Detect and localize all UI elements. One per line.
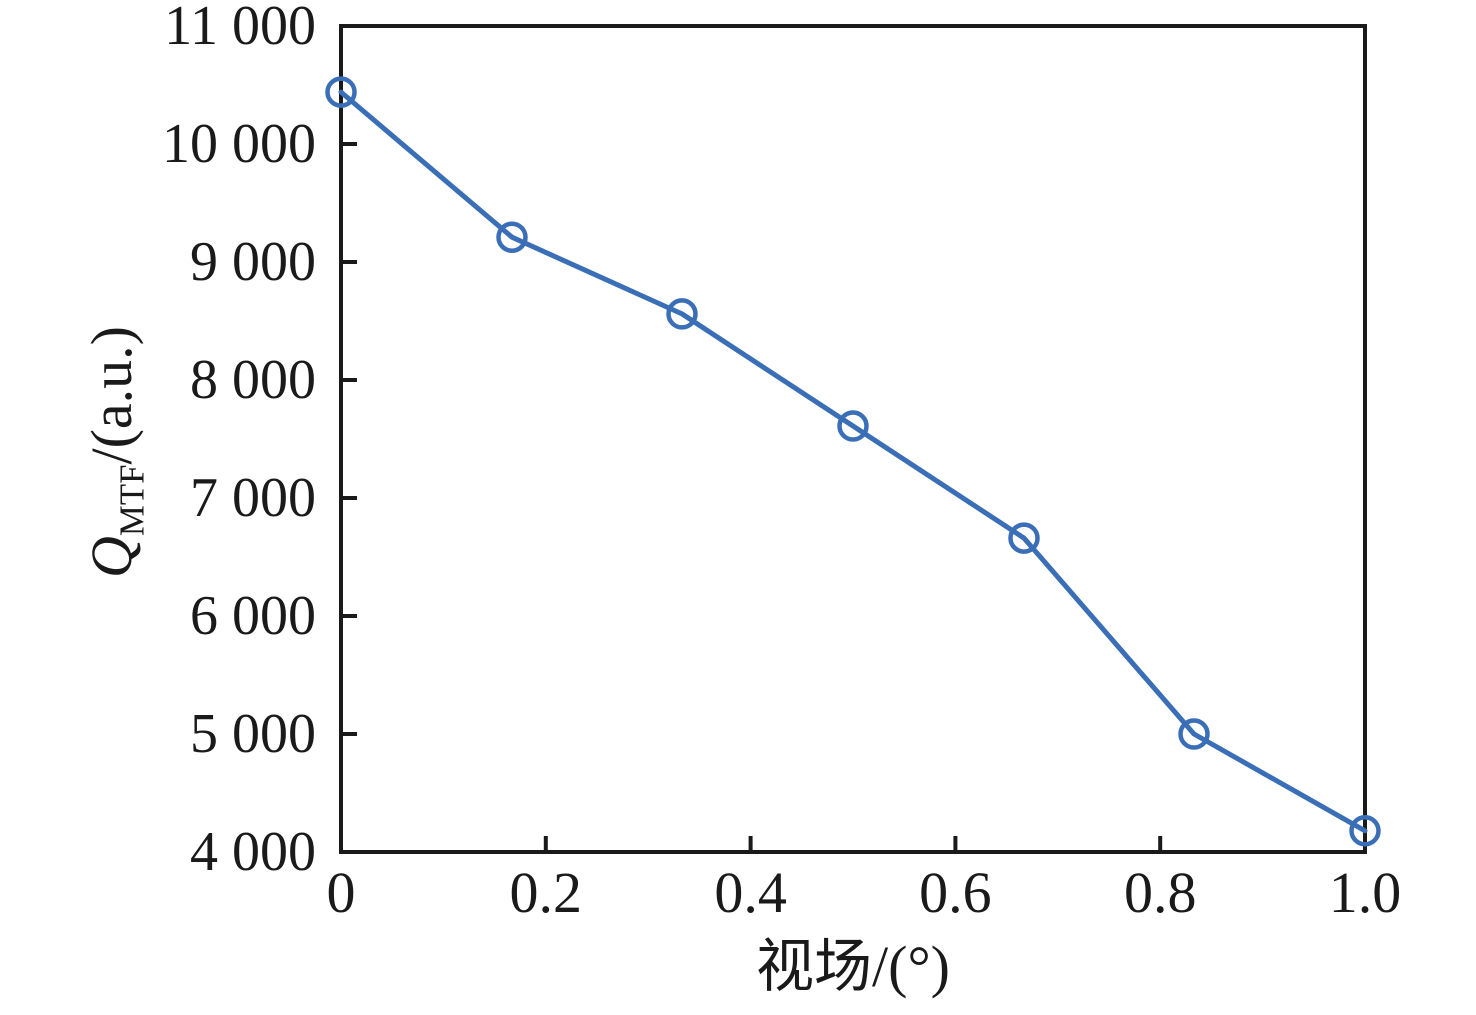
x-tick-label: 0.8 — [1123, 860, 1197, 925]
y-tick-label: 9 000 — [190, 231, 316, 293]
x-tick-label: 1.0 — [1328, 860, 1402, 925]
y-tick-label: 8 000 — [190, 349, 316, 411]
y-tick-label: 6 000 — [190, 585, 316, 647]
plot-frame — [339, 24, 1367, 854]
data-point-marker — [325, 76, 357, 108]
y-tick-label: 4 000 — [190, 821, 316, 883]
data-point-marker — [1178, 718, 1210, 750]
data-point-marker — [1349, 815, 1381, 847]
x-tick-label: 0.6 — [919, 860, 992, 925]
data-point-marker — [666, 298, 698, 330]
x-axis-title-text: 视场/(°) — [756, 934, 950, 999]
y-tick-label: 7 000 — [190, 467, 316, 529]
x-tick-label: 0.4 — [714, 860, 787, 925]
data-point-marker — [1008, 522, 1040, 554]
data-point-marker — [837, 410, 869, 442]
x-axis-title: 视场/(°) — [341, 936, 1365, 998]
y-axis-symbol: Q — [79, 536, 144, 578]
data-series-line — [338, 89, 1368, 834]
data-point-marker — [496, 221, 528, 253]
x-tick-label: 0.2 — [509, 860, 583, 925]
y-tick-label: 11 000 — [164, 0, 316, 57]
y-tick-label: 10 000 — [162, 113, 316, 175]
x-tick-label: 0 — [326, 860, 356, 925]
y-tick-label: 5 000 — [190, 703, 316, 765]
